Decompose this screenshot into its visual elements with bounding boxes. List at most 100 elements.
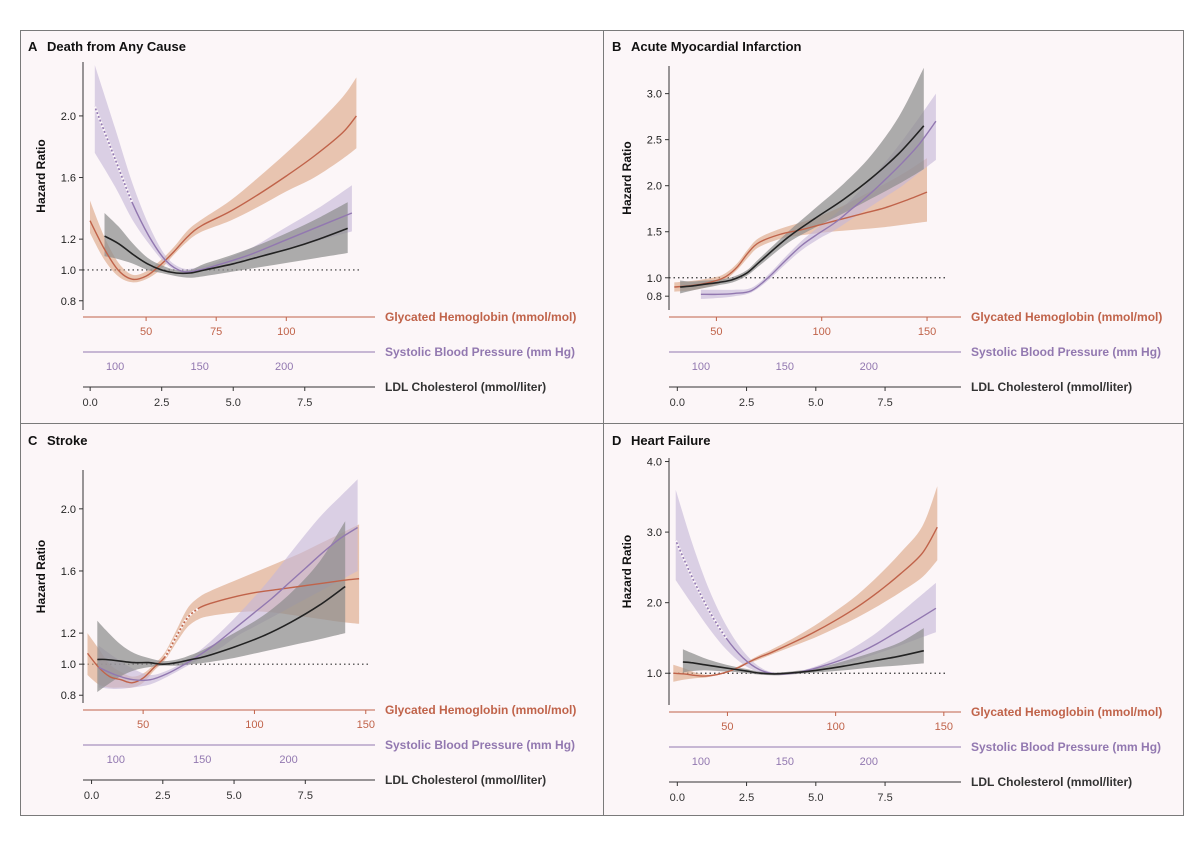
y-tick-label: 1.6 [61, 566, 76, 578]
y-tick-label: 1.0 [647, 273, 662, 285]
x-tick-label-ldl: 2.5 [154, 397, 169, 409]
y-tick-label: 0.8 [61, 690, 76, 702]
panel-letter: C [28, 433, 38, 448]
x-tick-label-ldl: 5.0 [226, 790, 241, 802]
x-tick-label-ldl: 0.0 [84, 790, 99, 802]
panel-letter: A [28, 39, 38, 54]
x-tick-label-ldl: 2.5 [739, 792, 754, 804]
x-tick-label-ldl: 7.5 [298, 790, 313, 802]
x-axis-label-sbp: Systolic Blood Pressure (mm Hg) [385, 738, 575, 752]
y-tick-label: 2.0 [61, 111, 76, 123]
series-line-ldl [97, 585, 346, 666]
x-axis-label-ldl: LDL Cholesterol (mmol/liter) [971, 380, 1132, 394]
x-tick-label-hba1c: 100 [826, 721, 844, 733]
confidence-band-ldl [104, 202, 348, 278]
x-tick-label-ldl: 2.5 [739, 397, 754, 409]
y-tick-label: 2.5 [647, 135, 662, 147]
confidence-band-ldl [682, 628, 924, 676]
x-axis-label-sbp: Systolic Blood Pressure (mm Hg) [385, 345, 575, 359]
panel-a: A Death from Any Cause Hazard Ratio 0.8 1.0 1… [28, 39, 576, 409]
x-axis-label-ldl: LDL Cholesterol (mmol/liter) [385, 380, 546, 394]
x-tick-label-ldl: 2.5 [155, 790, 170, 802]
x-axis-label-hba1c: Glycated Hemoglobin (mmol/mol) [971, 310, 1162, 324]
x-axis-label-ldl: LDL Cholesterol (mmol/liter) [385, 773, 546, 787]
x-tick-label-hba1c: 100 [245, 719, 263, 731]
y-tick-label: 0.8 [61, 296, 76, 308]
x-tick-label-ldl: 5.0 [226, 397, 241, 409]
series-line-hba1c [674, 191, 928, 288]
x-tick-label-hba1c: 50 [140, 326, 152, 338]
y-axis-label: Hazard Ratio [620, 141, 634, 214]
x-tick-label-sbp: 200 [275, 361, 293, 373]
series-line-hba1c [673, 526, 938, 677]
x-tick-label-ldl: 7.5 [877, 397, 892, 409]
x-tick-label-hba1c: 150 [918, 326, 936, 338]
y-axis-label: Hazard Ratio [620, 535, 634, 608]
x-tick-label-sbp: 200 [860, 361, 878, 373]
y-tick-label: 4.0 [647, 457, 662, 469]
series-dotted-segment-sbp [674, 540, 728, 639]
y-tick-label: 1.0 [61, 265, 76, 277]
x-tick-label-ldl: 0.0 [83, 397, 98, 409]
confidence-band-ldl [97, 521, 346, 693]
x-tick-label-sbp: 100 [106, 361, 124, 373]
x-tick-label-sbp: 200 [279, 754, 297, 766]
y-tick-label: 3.0 [647, 89, 662, 101]
series-line-ldl [682, 649, 924, 675]
y-tick-label: 0.8 [647, 291, 662, 303]
x-tick-label-ldl: 5.0 [808, 792, 823, 804]
x-axis-label-hba1c: Glycated Hemoglobin (mmol/mol) [385, 703, 576, 717]
x-axis-label-hba1c: Glycated Hemoglobin (mmol/mol) [385, 310, 576, 324]
y-tick-label: 2.0 [647, 181, 662, 193]
x-axis-label-hba1c: Glycated Hemoglobin (mmol/mol) [971, 705, 1162, 719]
y-tick-label: 2.0 [647, 598, 662, 610]
x-tick-label-hba1c: 50 [721, 721, 733, 733]
panels: A Death from Any Cause Hazard Ratio 0.8 1.0 1… [28, 39, 1162, 804]
x-tick-label-sbp: 150 [193, 754, 211, 766]
panel-c: C Stroke Hazard Ratio 0.8 1.0 1.2 1.6 2.0 50 100 1… [28, 433, 576, 802]
x-tick-label-ldl: 7.5 [297, 397, 312, 409]
panel-d: D Heart Failure Hazard Ratio 1.0 2.0 3.0 4.0 50… [612, 433, 1162, 804]
panel-letter: B [612, 39, 621, 54]
x-axis-label-ldl: LDL Cholesterol (mmol/liter) [971, 775, 1132, 789]
series-line-ldl [104, 227, 348, 275]
x-axis-label-sbp: Systolic Blood Pressure (mm Hg) [971, 740, 1161, 754]
series-line-ldl [680, 125, 925, 288]
x-tick-label-ldl: 0.0 [670, 397, 685, 409]
x-tick-label-hba1c: 150 [935, 721, 953, 733]
y-tick-label: 1.5 [647, 227, 662, 239]
panel-title: Acute Myocardial Infarction [631, 39, 802, 54]
series-line-sbp [94, 106, 353, 273]
x-tick-label-hba1c: 50 [710, 326, 722, 338]
confidence-band-hba1c [90, 77, 357, 283]
confidence-band-ldl [680, 67, 924, 294]
y-tick-label: 1.6 [61, 173, 76, 185]
x-tick-label-sbp: 200 [860, 756, 878, 768]
x-tick-label-hba1c: 100 [813, 326, 831, 338]
series-dotted-segment-sbp [93, 106, 134, 203]
y-axis-label: Hazard Ratio [34, 139, 48, 212]
x-axis-label-sbp: Systolic Blood Pressure (mm Hg) [971, 345, 1161, 359]
x-tick-label-sbp: 100 [692, 361, 710, 373]
x-tick-label-hba1c: 75 [210, 326, 222, 338]
y-tick-label: 3.0 [647, 527, 662, 539]
series-dotted-segment-hba1c [164, 607, 200, 658]
panel-b: B Acute Myocardial Infarction Hazard Ratio… [612, 39, 1162, 409]
panel-title: Heart Failure [631, 433, 710, 448]
x-tick-label-hba1c: 150 [357, 719, 375, 731]
panel-title: Stroke [47, 433, 87, 448]
y-tick-label: 1.0 [61, 659, 76, 671]
series-line-hba1c [89, 115, 357, 281]
x-tick-label-sbp: 150 [776, 756, 794, 768]
x-tick-label-sbp: 150 [776, 361, 794, 373]
series-line-sbp [700, 120, 937, 296]
x-tick-label-hba1c: 100 [277, 326, 295, 338]
panel-title: Death from Any Cause [47, 39, 186, 54]
series-line-sbp [98, 526, 358, 682]
x-tick-label-ldl: 0.0 [670, 792, 685, 804]
x-tick-label-hba1c: 50 [137, 719, 149, 731]
x-tick-label-ldl: 5.0 [808, 397, 823, 409]
confidence-band-hba1c [673, 486, 938, 682]
x-tick-label-sbp: 100 [107, 754, 125, 766]
